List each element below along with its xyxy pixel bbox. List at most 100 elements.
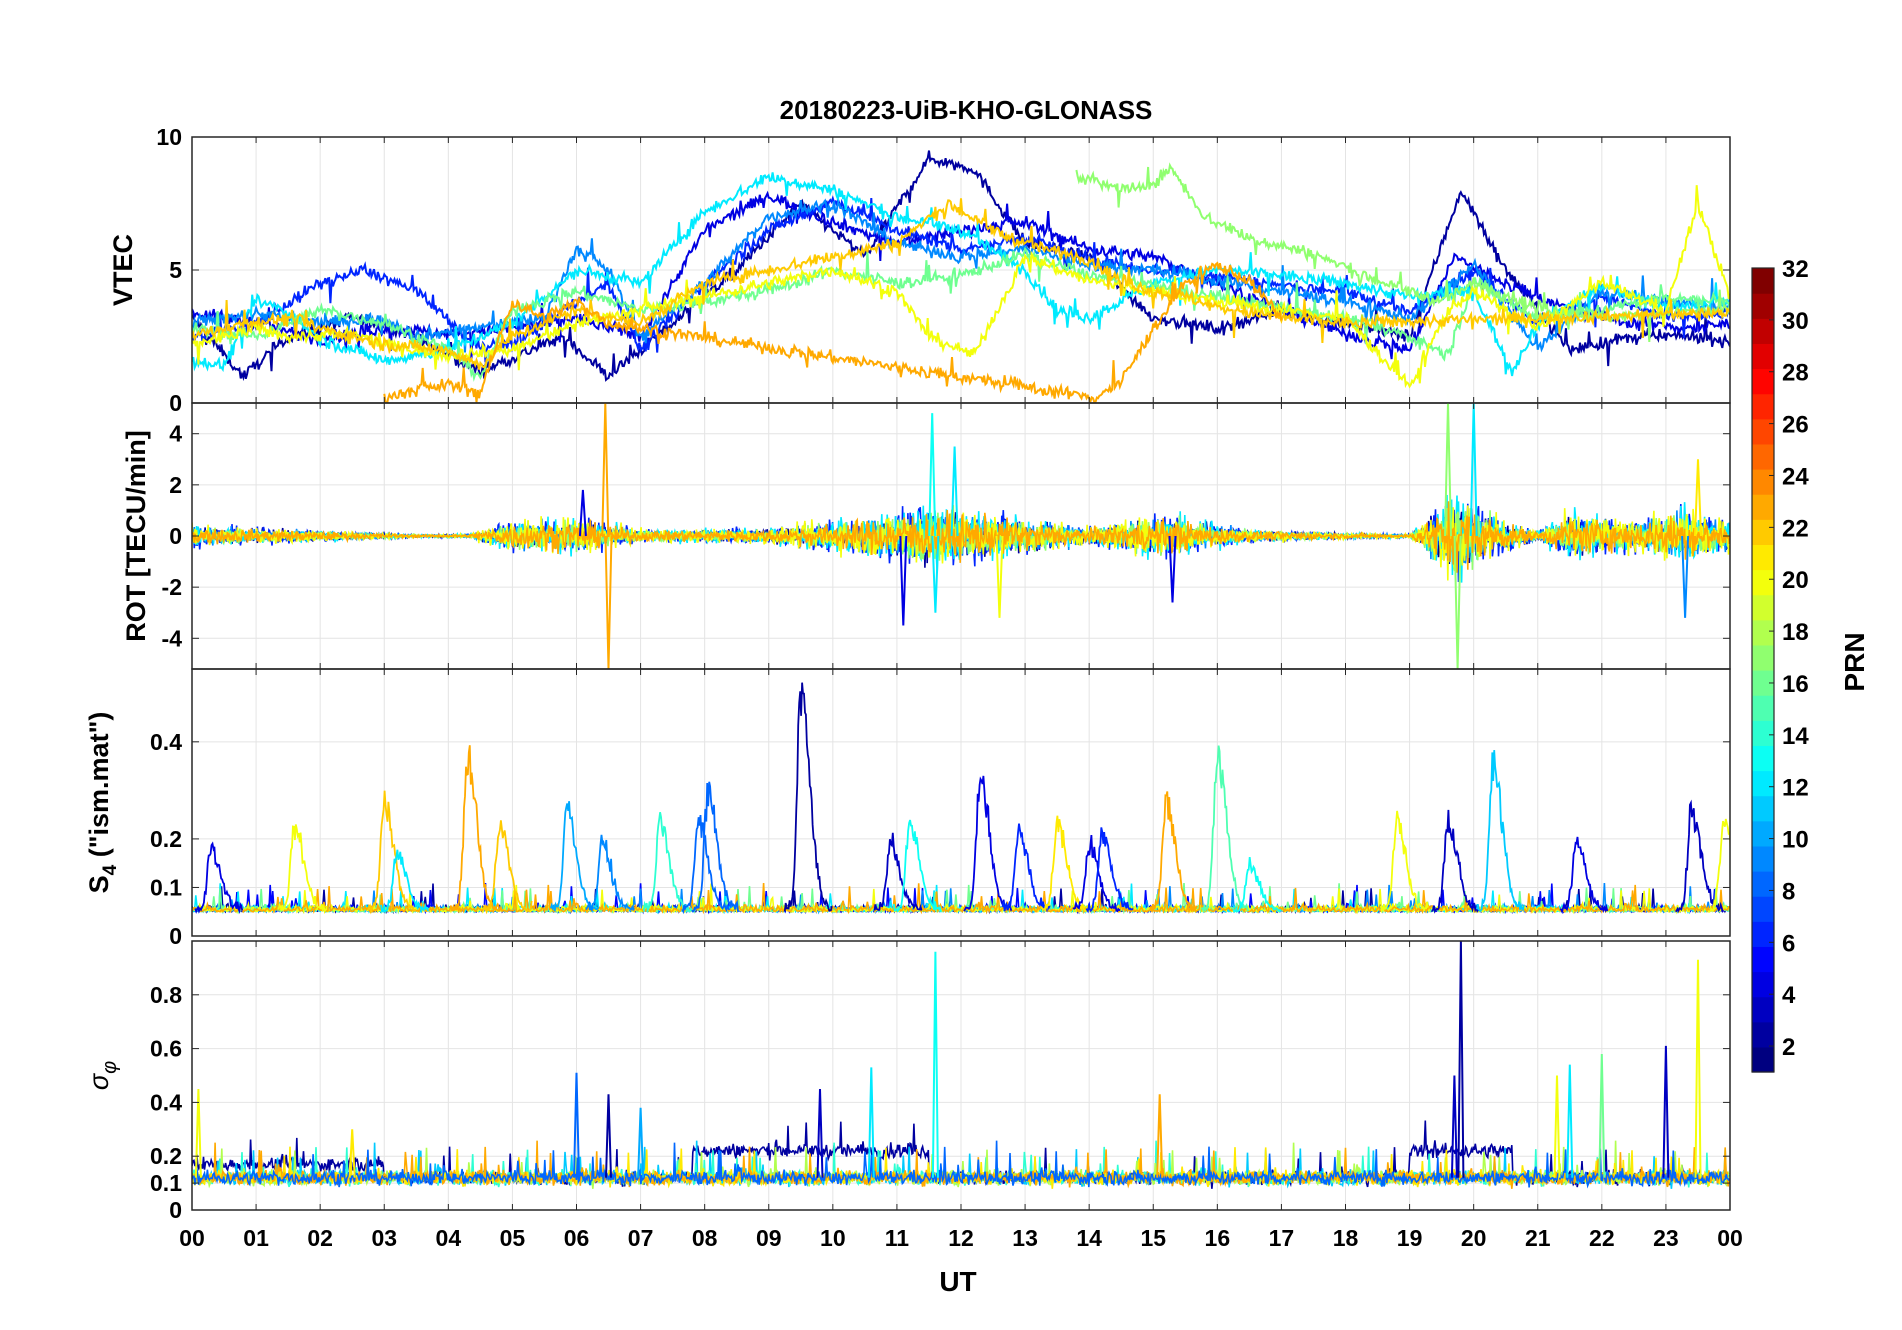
colorbar-segment — [1752, 343, 1774, 370]
colorbar-segment — [1752, 293, 1774, 319]
s4-event-prn-23 — [451, 745, 501, 912]
rot-spike — [1444, 403, 1452, 537]
s4-event-prn-4 — [1559, 836, 1609, 915]
s4-event-prn-4 — [1072, 835, 1121, 913]
colorbar-segment — [1752, 770, 1774, 797]
s4-event-prn-4 — [963, 775, 1013, 912]
colorbar-segment — [1752, 670, 1774, 696]
x-tick-label: 22 — [1589, 1225, 1615, 1251]
y-tick-label: 5 — [169, 257, 182, 283]
colorbar-segment — [1752, 795, 1774, 822]
panel-2-data — [192, 403, 1730, 669]
sigma-spike — [1694, 959, 1702, 1178]
sigma-spike — [1566, 1064, 1574, 1178]
s4-event-prn-20 — [1379, 810, 1429, 914]
sigma-spike — [194, 1088, 202, 1178]
colorbar-tick-label: 12 — [1782, 775, 1809, 802]
x-tick-label: 20 — [1461, 1225, 1487, 1251]
x-tick-label: 04 — [436, 1225, 462, 1251]
colorbar-tick-label: 24 — [1782, 463, 1809, 490]
x-tick-label: 10 — [820, 1225, 846, 1251]
y-tick-label: 0.2 — [150, 1143, 182, 1169]
rot-spike — [931, 535, 940, 613]
x-tick-label: 06 — [564, 1225, 590, 1251]
colorbar-label: PRN — [1839, 632, 1870, 691]
vtec-series-prn-20 — [192, 185, 1730, 389]
colorbar-segment — [1752, 921, 1774, 947]
x-tick-label: 02 — [307, 1225, 333, 1251]
s4-event-prn-15 — [1200, 745, 1250, 913]
x-tick-label: 09 — [756, 1225, 782, 1251]
s4-series-prn-23 — [192, 882, 1730, 915]
s4-event-prn-20 — [1707, 818, 1730, 913]
colorbar-tick-label: 20 — [1782, 567, 1809, 594]
colorbar-tick-label: 6 — [1782, 930, 1795, 957]
colorbar-segment — [1752, 820, 1774, 847]
y-tick-label: 0 — [169, 523, 182, 549]
s4-event-prn-11 — [1476, 750, 1525, 912]
y-tick-label: 0.1 — [150, 874, 182, 900]
vtec-series-prn-9 — [192, 198, 1730, 353]
y-axis-label: ROT [TECU/min] — [121, 430, 151, 641]
s4-event-prn-21 — [1040, 815, 1090, 912]
vtec-series-prn-6 — [192, 195, 1730, 363]
x-tick-label: 15 — [1140, 1225, 1166, 1251]
sigma-spike — [1156, 1094, 1164, 1178]
s4-event-prn-13 — [892, 819, 942, 913]
x-tick-label: 03 — [371, 1225, 397, 1251]
colorbar-segment — [1752, 519, 1774, 545]
colorbar-tick-label: 32 — [1782, 256, 1809, 283]
s4-event-prn-20 — [277, 824, 328, 915]
x-axis-label: UT — [939, 1266, 976, 1297]
sigma-spike — [1598, 1053, 1606, 1178]
s4-event-prn-8 — [681, 815, 731, 915]
colorbar-tick-label: 10 — [1782, 827, 1809, 854]
colorbar-segment — [1752, 971, 1774, 998]
x-tick-label: 16 — [1205, 1225, 1231, 1251]
s4-event-prn-2 — [783, 682, 833, 912]
panel-4-data — [192, 941, 1730, 1189]
sigma-spike — [348, 1129, 356, 1178]
colorbar-tick-label: 2 — [1782, 1034, 1795, 1061]
s4-event-prn-4 — [194, 841, 244, 915]
s4-event-prn-8 — [691, 781, 740, 913]
colorbar-tick-label: 22 — [1782, 515, 1809, 542]
rot-spike — [899, 535, 908, 626]
y-tick-label: 0.8 — [150, 982, 182, 1008]
x-tick-label: 17 — [1269, 1225, 1295, 1251]
s4-event-prn-3 — [873, 832, 923, 911]
vtec-series-prn-22 — [192, 198, 1730, 370]
x-tick-label: 23 — [1653, 1225, 1679, 1251]
x-tick-label: 00 — [179, 1225, 205, 1251]
sigma-spike — [605, 1094, 612, 1178]
x-tick-label: 12 — [948, 1225, 974, 1251]
x-tick-label: 21 — [1525, 1225, 1551, 1251]
sigma-spike — [931, 951, 939, 1178]
panel-3-data — [192, 682, 1730, 915]
y-axis-label: VTEC — [108, 234, 138, 306]
s4-event-prn-23 — [1149, 791, 1198, 913]
colorbar-tick-label: 26 — [1782, 412, 1809, 439]
y-tick-label: 4 — [169, 421, 182, 447]
colorbar-segment — [1752, 720, 1774, 746]
colorbar-tick-label: 30 — [1782, 308, 1809, 335]
colorbar-segment — [1752, 1021, 1774, 1048]
y-tick-label: 2 — [169, 472, 182, 498]
colorbar-segment — [1752, 695, 1774, 721]
y-tick-label: 10 — [156, 124, 182, 150]
s4-event-prn-12 — [380, 849, 429, 913]
rot-spike — [995, 535, 1004, 618]
colorbar-segment — [1752, 871, 1774, 897]
rot-spike — [578, 489, 587, 537]
x-tick-label: 14 — [1076, 1225, 1102, 1251]
vtec-series-prn-23 — [383, 261, 1283, 403]
rot-spike — [1681, 535, 1690, 618]
y-tick-label: 0.4 — [150, 729, 182, 755]
colorbar-tick-label: 16 — [1782, 671, 1809, 698]
colorbar-segment — [1752, 569, 1774, 596]
x-tick-label: 07 — [628, 1225, 654, 1251]
sigma-spike — [1450, 1075, 1458, 1178]
x-tick-label: 11 — [885, 1225, 910, 1251]
